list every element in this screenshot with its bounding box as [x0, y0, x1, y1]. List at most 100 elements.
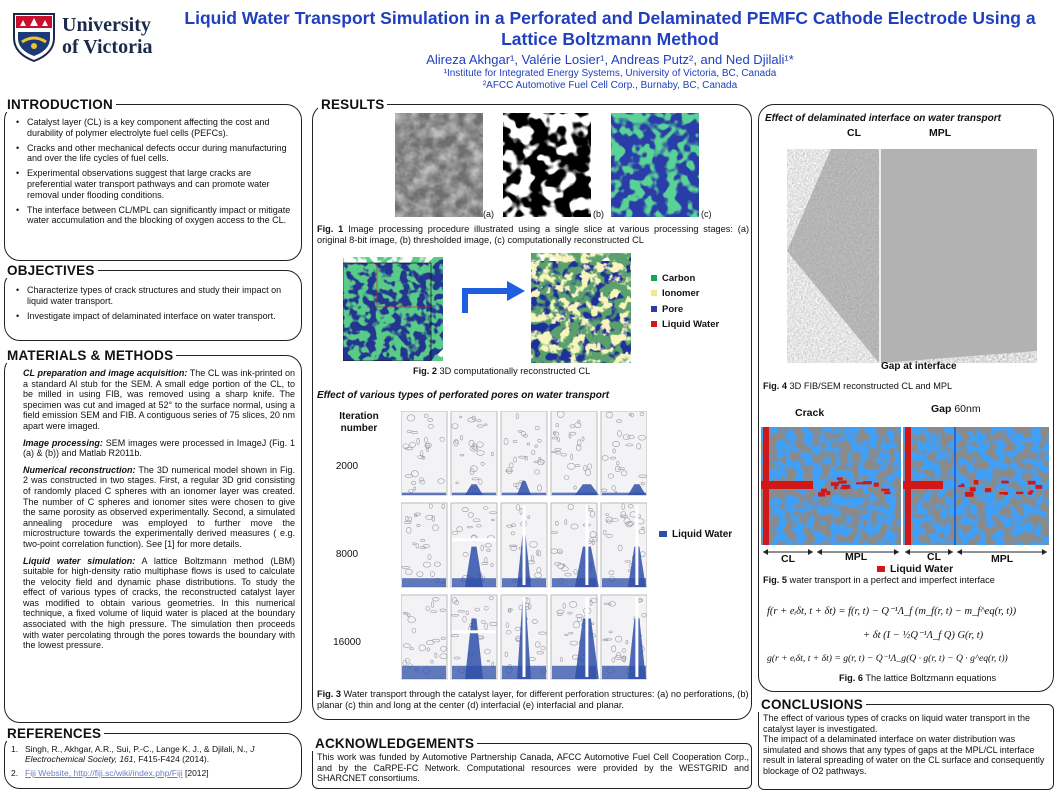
liquid-water-droplet: [881, 488, 890, 492]
results-title: RESULTS: [318, 97, 388, 112]
carbon-swatch: [651, 275, 657, 282]
liquid-water-droplet: [826, 491, 831, 496]
fig4-cl-label: CL: [847, 127, 861, 139]
references-list: 1. Singh, R., Akhgar, A.R., Sui, P.-C., …: [11, 744, 297, 778]
fig5-caption: Fig. 5 water transport in a perfect and …: [763, 575, 995, 586]
fig5-liquid-water-label: Liquid Water: [890, 563, 954, 575]
cl-cube-after: [531, 253, 631, 363]
liquid-water-droplet: [1035, 484, 1043, 489]
legend-carbon: Carbon: [651, 273, 695, 284]
introduction-title: INTRODUCTION: [4, 97, 116, 112]
legend-liquid-water: Liquid Water: [651, 319, 719, 330]
simulation-cell: [550, 594, 599, 680]
methods-heading: Image processing:: [23, 437, 103, 448]
fig4-label: Fig. 4: [763, 381, 787, 391]
fig5-mpl-label-b: MPL: [991, 553, 1014, 565]
fig4-mpl-label: MPL: [929, 127, 952, 139]
methods-panel: CL preparation and image acquisition: Th…: [4, 355, 302, 723]
legend-liquid-water-fig3: Liquid Water: [659, 529, 732, 540]
conclusions-title: CONCLUSIONS: [758, 697, 866, 712]
introduction-bullet: Experimental observations suggest that l…: [15, 168, 295, 200]
pore-swatch: [651, 306, 657, 313]
simulation-cell: [400, 502, 448, 588]
liquid-water-droplet: [841, 484, 851, 489]
simulation-cell: [550, 410, 599, 496]
fig5-cl-label-a: CL: [781, 553, 795, 565]
reference-pages: , F415-F424 (2014).: [133, 754, 210, 764]
fig3-caption-text: Water transport through the catalyst lay…: [317, 689, 749, 710]
water-transport-interface: [759, 425, 1051, 547]
ionomer-swatch: [651, 290, 657, 297]
fig5-legend-liquid-water: Liquid Water: [877, 563, 953, 575]
university-name-line1: University: [62, 14, 151, 36]
introduction-bullet: Cracks and other mechanical defects occu…: [15, 143, 295, 165]
pores-heading: Effect of various types of perforated po…: [317, 390, 610, 401]
liquid-water-droplet: [1027, 480, 1036, 485]
fig1-tag-b: (b): [593, 209, 604, 219]
liquid-water-droplet: [873, 482, 879, 487]
fib-sem-reconstruction: [787, 141, 1049, 363]
methods-text: SEM images were processed in ImageJ (Fig…: [23, 437, 295, 459]
delamination-panel: Effect of delaminated interface on water…: [758, 104, 1054, 692]
liquid-water-droplet: [830, 482, 839, 486]
fig1-caption-text: Image processing procedure illustrated u…: [317, 224, 749, 245]
liquid-water-droplet: [960, 483, 965, 487]
liquid-water-droplet: [840, 487, 848, 490]
objectives-list: Characterize types of crack structures a…: [15, 285, 295, 325]
fig4-caption: Fig. 4 3D FIB/SEM reconstructed CL and M…: [763, 381, 952, 392]
fig1-tag-a: (a): [483, 209, 494, 219]
liquid-water-droplet: [838, 480, 847, 484]
methods-paragraph: Image processing: SEM images were proces…: [23, 438, 295, 459]
liquid-water-fig3-swatch: [659, 531, 667, 538]
fig6-caption-text: The lattice Boltzmann equations: [863, 673, 997, 683]
simulation-cell: [600, 502, 648, 588]
acknowledgements-title: ACKNOWLEDGEMENTS: [312, 736, 478, 751]
methods-title: MATERIALS & METHODS: [4, 348, 177, 363]
perforation-simulation-grid: [400, 410, 648, 687]
fig1-caption: Fig. 1 Image processing procedure illust…: [317, 224, 749, 246]
university-name: University of Victoria: [62, 14, 153, 58]
simulation-cell: [500, 502, 548, 588]
liquid-water-droplet: [973, 479, 979, 485]
fig3-caption: Fig. 3 Water transport through the catal…: [317, 689, 749, 711]
lbm-equation-2: + δt (I − ½Q⁻¹Λ_f Q) G(r, t): [863, 630, 984, 641]
fig1-label: Fig. 1: [317, 224, 344, 234]
legend-ionomer: Ionomer: [651, 288, 699, 299]
simulation-cell: [500, 410, 548, 496]
poster-title-line1: Liquid Water Transport Simulation in a P…: [184, 8, 1036, 28]
reference-link[interactable]: Fiji Website, http://fiji.sc/wiki/index.…: [25, 768, 183, 778]
fig5-caption-text: water transport in a perfect and imperfe…: [787, 575, 995, 585]
reference-number: 1.: [11, 744, 19, 754]
fig5-label: Fig. 5: [763, 575, 787, 585]
introduction-bullet: Catalyst layer (CL) is a key component a…: [15, 117, 295, 139]
sem-original-image: [395, 113, 483, 217]
reference-journal: J Electrochemical Society, 161: [25, 744, 255, 764]
cl-cube-before: [343, 257, 443, 361]
legend-liquid-water-fig3-label: Liquid Water: [672, 529, 733, 540]
fig5-liquid-water-swatch: [877, 566, 885, 573]
reference-number: 2.: [11, 768, 19, 778]
fig2-label: Fig. 2: [413, 366, 437, 376]
gap-at-interface-label: Gap at interface: [881, 361, 957, 372]
methods-heading: Liquid water simulation:: [23, 555, 136, 566]
methods-paragraph: Liquid water simulation: A lattice Boltz…: [23, 556, 295, 651]
results-panel: (a) (b) (c) Fig. 1 Imag: [312, 104, 752, 720]
simulation-cell: [400, 410, 448, 496]
fig2-caption-text: 3D computationally reconstructed CL: [437, 366, 591, 376]
acknowledgements-text: This work was funded by Automotive Partn…: [317, 752, 749, 784]
iteration-16000: 16000: [333, 637, 361, 648]
affiliation-1: ¹Institute for Integrated Energy Systems…: [443, 68, 777, 79]
liquid-water-droplet: [985, 488, 992, 493]
legend-carbon-label: Carbon: [662, 273, 696, 284]
lbm-equation-3: g(r + eᵢδt, t + δt) = g(r, t) − Q⁻¹Λ_g(Q…: [767, 653, 1008, 664]
iteration-8000: 8000: [335, 549, 359, 560]
gap-size-value: 60nm: [951, 403, 981, 415]
introduction-list: Catalyst layer (CL) is a key component a…: [15, 117, 295, 230]
simulation-cell: [450, 502, 498, 588]
university-name-line2: of Victoria: [62, 36, 153, 58]
liquid-water-droplet: [836, 477, 843, 480]
arrow-icon: [459, 277, 529, 317]
conclusions-paragraph: The impact of a delaminated interface on…: [763, 734, 1045, 776]
fig1-tag-c: (c): [701, 209, 712, 219]
conclusions-paragraph: The effect of various types of cracks on…: [763, 713, 1030, 734]
